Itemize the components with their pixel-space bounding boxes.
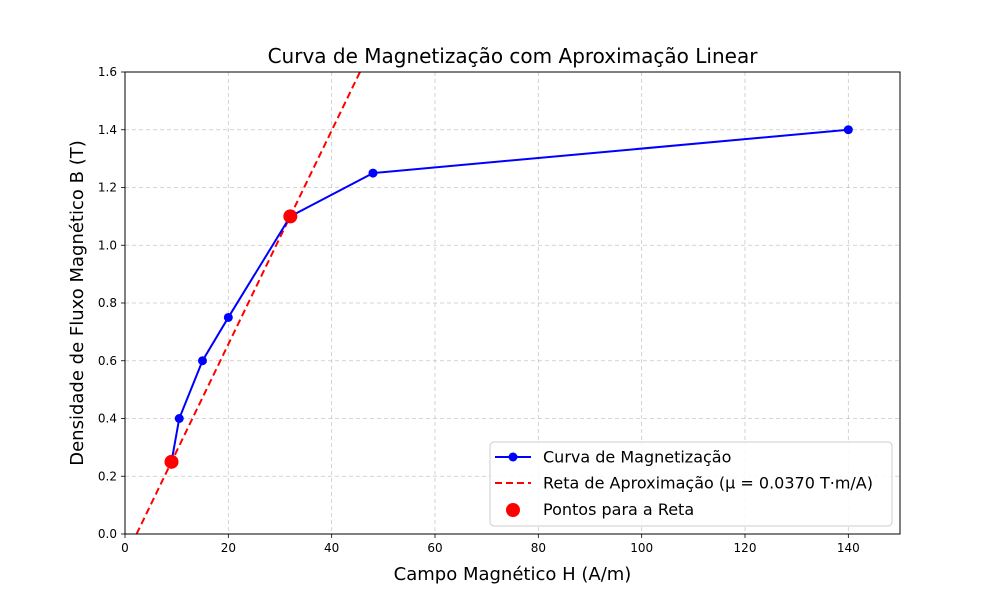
x-tick-label: 0 bbox=[121, 541, 129, 555]
chart-title: Curva de Magnetização com Aproximação Li… bbox=[268, 44, 759, 68]
y-tick-label: 0.8 bbox=[98, 296, 117, 310]
legend-scatter-swatch bbox=[506, 503, 520, 517]
y-tick-label: 0.4 bbox=[98, 412, 117, 426]
grid bbox=[125, 72, 900, 534]
x-axis: 0 20 40 60 80 100 120 140 bbox=[121, 534, 860, 555]
x-tick-label: 100 bbox=[630, 541, 653, 555]
y-tick-label: 1.2 bbox=[98, 181, 117, 195]
magnetization-curve-point bbox=[368, 168, 378, 178]
legend-box bbox=[489, 441, 893, 527]
x-tick-label: 80 bbox=[531, 541, 546, 555]
x-tick-label: 60 bbox=[427, 541, 442, 555]
magnetization-curve-point bbox=[223, 312, 233, 322]
legend-label-points: Pontos para a Reta bbox=[543, 500, 694, 519]
legend-line-marker-dot bbox=[508, 452, 518, 462]
x-tick-label: 40 bbox=[324, 541, 339, 555]
y-tick-label: 0.0 bbox=[98, 527, 117, 541]
x-axis-label: Campo Magnético H (A/m) bbox=[394, 564, 632, 585]
magnetization-curve-point bbox=[174, 414, 184, 423]
fit-reference-point bbox=[283, 209, 298, 224]
legend-label-curve: Curva de Magnetização bbox=[543, 448, 731, 467]
fit-reference-point bbox=[164, 454, 179, 469]
legend-label-fit-line: Reta de Aproximação (μ = 0.0370 T·m/A) bbox=[543, 474, 873, 493]
y-tick-label: 0.2 bbox=[98, 469, 117, 483]
magnetization-curve-point bbox=[843, 125, 853, 135]
plot-area bbox=[135, 71, 853, 535]
legend: Curva de Magnetização Reta de Aproximaçã… bbox=[489, 441, 893, 527]
x-tick-label: 140 bbox=[837, 541, 860, 555]
y-axis-label: Densidade de Fluxo Magnético B (T) bbox=[67, 140, 88, 466]
y-axis: 0.0 0.2 0.4 0.6 0.8 1.0 1.2 1.4 1.6 bbox=[98, 65, 125, 541]
x-tick-label: 120 bbox=[734, 541, 757, 555]
fit-line bbox=[135, 71, 361, 535]
y-tick-label: 1.0 bbox=[98, 238, 117, 252]
y-tick-label: 0.6 bbox=[98, 354, 117, 368]
y-tick-label: 1.4 bbox=[98, 123, 117, 137]
x-tick-label: 20 bbox=[221, 541, 236, 555]
y-tick-label: 1.6 bbox=[98, 65, 117, 79]
magnetization-curve-point bbox=[198, 356, 207, 366]
